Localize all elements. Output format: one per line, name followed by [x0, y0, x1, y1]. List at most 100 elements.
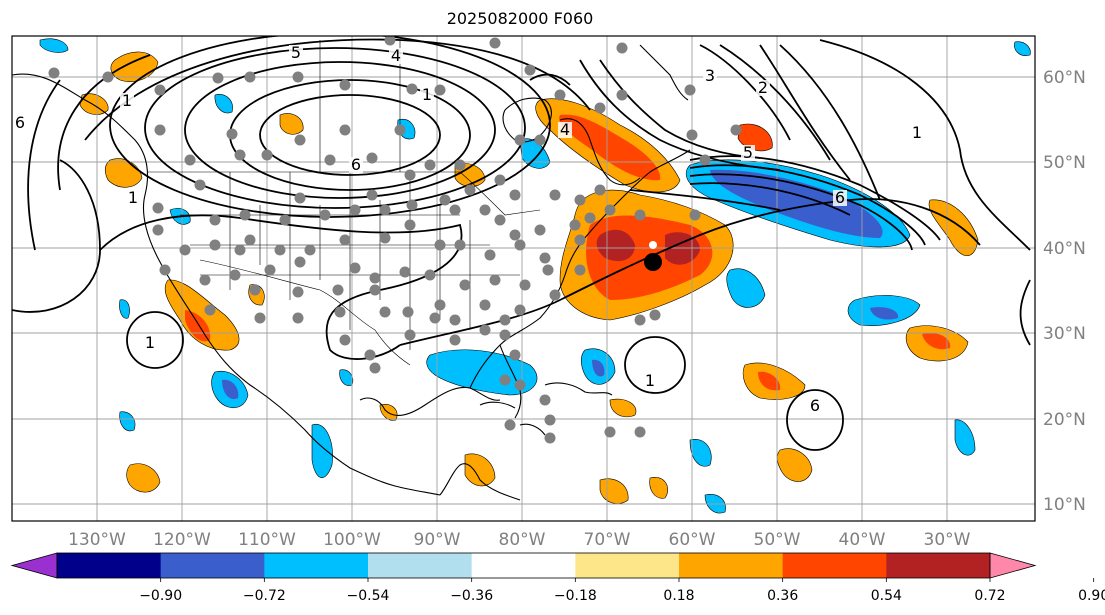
station-dot — [604, 426, 616, 438]
station-dot — [406, 199, 418, 211]
longitude-labels: 130°W 120°W 110°W 100°W 90°W 80°W 70°W 60°W 50°W… — [68, 530, 971, 550]
warm-anomaly-pacific — [126, 463, 161, 493]
station-dot — [634, 209, 646, 221]
colorbar-segment — [160, 553, 265, 578]
station-dot — [504, 419, 516, 431]
station-dot — [204, 304, 216, 316]
station-dot — [634, 314, 646, 326]
latitude-labels: 60°N 50°N 40°N 30°N 20°N 10°N — [1043, 68, 1086, 515]
station-dot — [254, 312, 266, 324]
station-dot — [339, 124, 351, 136]
station-dot — [349, 204, 361, 216]
station-dot — [684, 84, 696, 96]
station-dot — [574, 194, 586, 206]
station-dot — [294, 256, 306, 268]
colorbar-extend-low — [10, 552, 58, 579]
station-dot — [479, 324, 491, 336]
station-dot — [549, 289, 561, 301]
longitude-label: 50°W — [754, 530, 801, 550]
station-dot — [429, 312, 441, 324]
station-dot — [292, 286, 304, 298]
colorbar-segment — [679, 553, 784, 578]
station-dot — [514, 379, 526, 391]
station-dot — [494, 174, 506, 186]
latitude-label: 20°N — [1043, 410, 1086, 430]
latitude-label: 10°N — [1043, 495, 1086, 515]
contour-label: 6 — [351, 155, 361, 174]
longitude-label: 100°W — [323, 530, 381, 550]
station-dot — [584, 212, 596, 224]
station-dot — [292, 312, 304, 324]
station-dot — [686, 129, 698, 141]
station-dot — [159, 264, 171, 276]
station-dot — [569, 219, 581, 231]
contour-label: 1 — [122, 91, 132, 110]
cold-anomaly-east-3 — [954, 419, 976, 456]
station-dot — [212, 72, 224, 84]
colorbar: −0.90 −0.72 −0.54 −0.36 −0.18 0.18 0.36 0.54 0.7… — [10, 552, 1105, 604]
station-dot — [184, 154, 196, 166]
station-dot — [339, 234, 351, 246]
station-dot — [154, 124, 166, 136]
station-dot — [366, 189, 378, 201]
contour-label: 4 — [560, 120, 570, 139]
longitude-label: 60°W — [669, 530, 716, 550]
colorbar-tick-label: 0.90 — [1078, 588, 1105, 604]
contour-label: 6 — [15, 113, 25, 132]
station-dot — [349, 262, 361, 274]
station-dot — [539, 394, 551, 406]
station-dot — [244, 71, 256, 83]
station-dot — [549, 189, 561, 201]
colorbar-tick-label: −0.18 — [554, 588, 597, 604]
station-dot — [509, 229, 521, 241]
station-dot — [489, 274, 501, 286]
station-dot — [369, 272, 381, 284]
station-dot — [634, 426, 646, 438]
cold-anomaly-mid-atlantic — [726, 268, 766, 308]
colorbar-tick-label: −0.36 — [450, 588, 493, 604]
station-dot — [226, 128, 238, 140]
latitude-label: 50°N — [1043, 153, 1086, 173]
station-dot — [339, 79, 351, 91]
warm-anomaly-greenland — [737, 123, 773, 152]
station-dot — [616, 42, 628, 54]
station-dot — [229, 269, 241, 281]
station-dot — [509, 349, 521, 361]
station-dot — [464, 184, 476, 196]
warm-anomaly-atlantic-peak — [596, 229, 700, 265]
station-dot — [179, 244, 191, 256]
station-dot — [279, 214, 291, 226]
station-dot — [399, 266, 411, 278]
colorbar-segment — [575, 553, 680, 578]
station-dot — [449, 334, 461, 346]
colorbar-segment — [471, 553, 576, 578]
longitude-label: 110°W — [238, 530, 296, 550]
longitude-label: 40°W — [839, 530, 886, 550]
cold-anomaly-pacific-1 — [311, 423, 333, 478]
cold-anomaly-alaska — [39, 38, 69, 53]
contour-label: 6 — [810, 396, 820, 415]
station-dot — [239, 209, 251, 221]
station-dot — [514, 239, 526, 251]
station-dot — [332, 284, 344, 296]
station-dot — [542, 264, 554, 276]
station-dot — [524, 64, 536, 76]
contour-label: 1 — [645, 371, 655, 390]
cold-anomaly-north-atlantic-core — [710, 169, 883, 238]
station-dot — [730, 124, 742, 136]
cold-anomaly-bc — [214, 94, 233, 114]
colorbar-tick-label: 0.36 — [767, 588, 798, 604]
station-dot — [434, 239, 446, 251]
station-dot — [494, 214, 506, 226]
station-dot — [699, 154, 711, 166]
station-dot — [406, 83, 418, 95]
contour-label: 5 — [743, 143, 753, 162]
latitude-label: 40°N — [1043, 239, 1086, 259]
longitude-label: 70°W — [584, 530, 631, 550]
station-dot — [534, 224, 546, 236]
station-dot — [499, 329, 511, 341]
station-dot — [554, 89, 566, 101]
station-dot — [294, 134, 306, 146]
station-dot — [424, 159, 436, 171]
